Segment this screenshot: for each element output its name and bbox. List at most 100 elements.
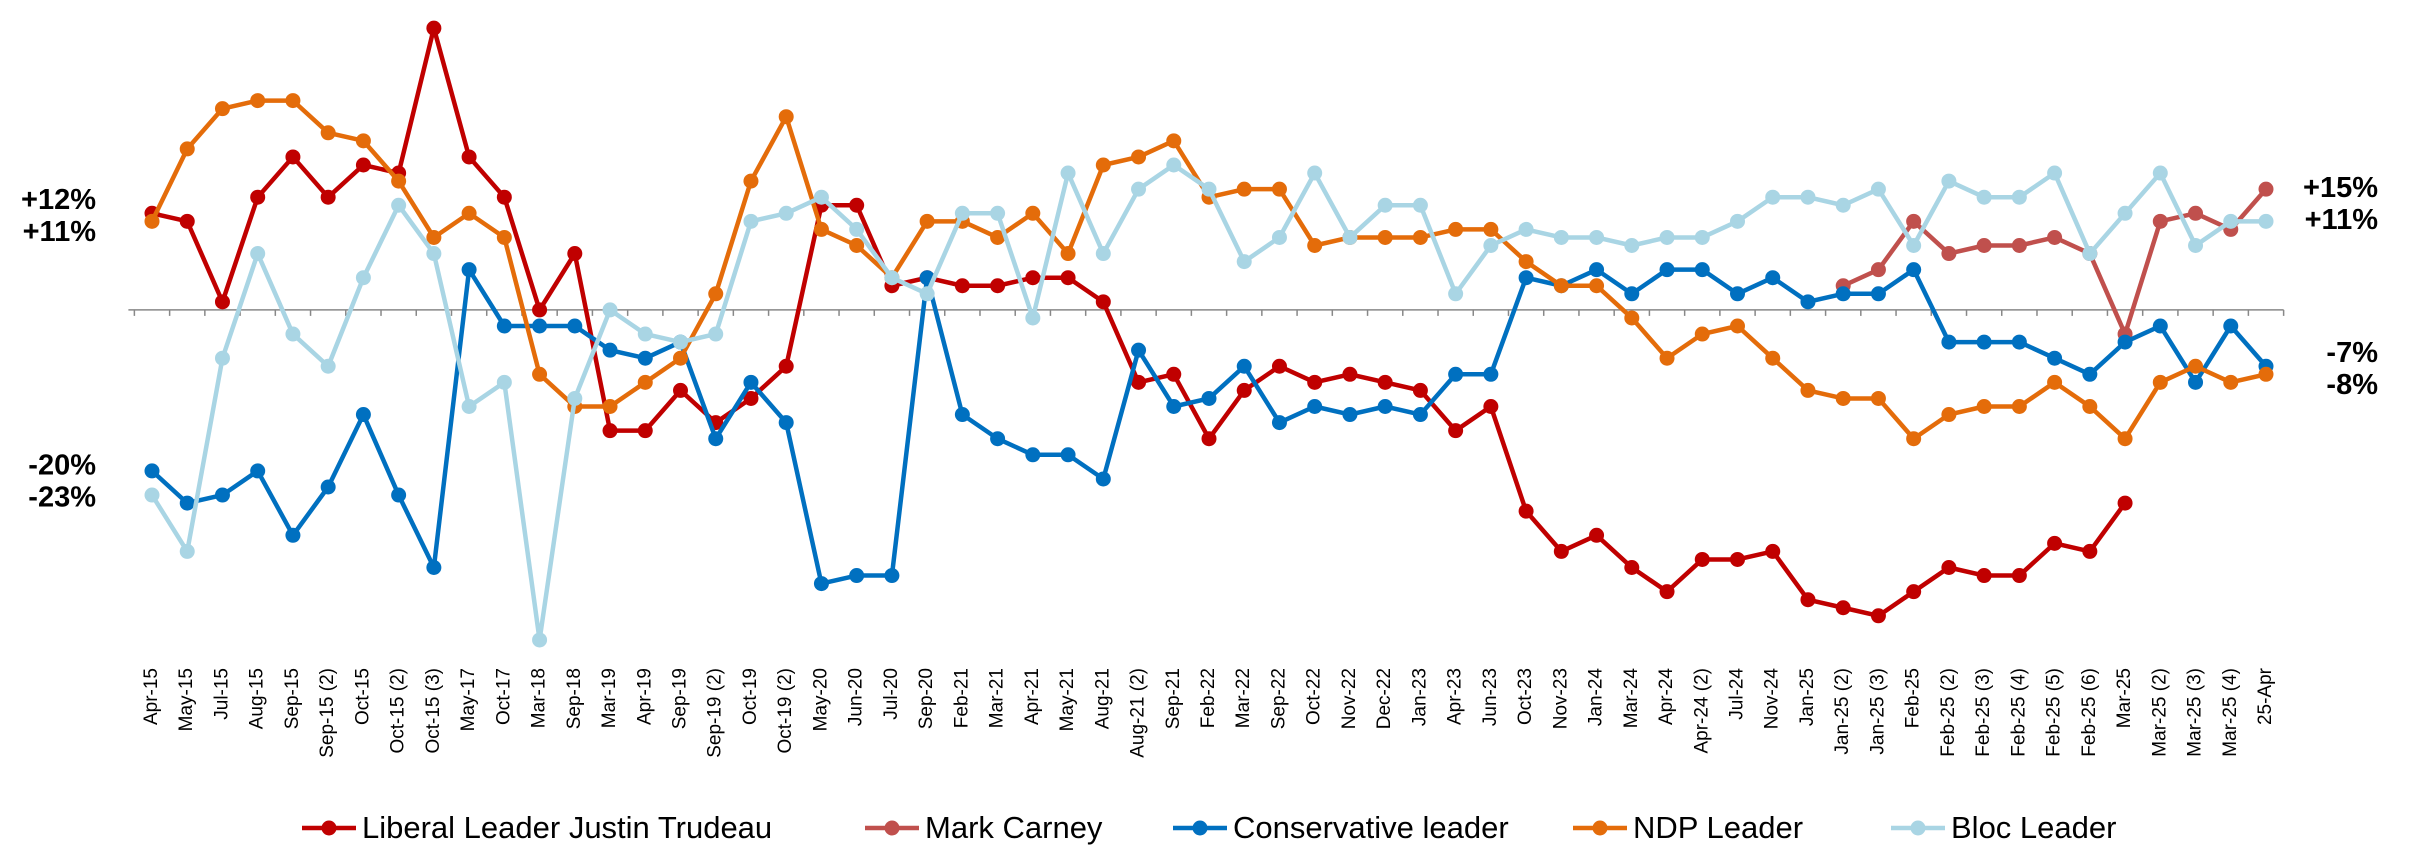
data-point bbox=[1835, 390, 1851, 406]
data-point bbox=[1976, 399, 1992, 414]
data-point bbox=[1448, 286, 1464, 302]
data-point bbox=[250, 93, 266, 109]
x-tick-label: Feb-25 (2) bbox=[1938, 668, 1959, 757]
data-point bbox=[1589, 527, 1605, 543]
x-tick-label: Feb-25 (4) bbox=[2008, 668, 2029, 757]
data-point bbox=[2011, 189, 2027, 205]
x-tick-label: Oct-19 (2) bbox=[775, 668, 796, 754]
x-tick-label: Jun-20 bbox=[846, 668, 867, 726]
data-point bbox=[2047, 350, 2063, 366]
data-point bbox=[1448, 423, 1464, 439]
data-point bbox=[1518, 254, 1534, 270]
data-point bbox=[884, 270, 900, 286]
data-point bbox=[602, 302, 618, 318]
data-point bbox=[1271, 415, 1287, 431]
data-point bbox=[990, 205, 1006, 221]
legend-marker bbox=[1192, 820, 1208, 836]
data-point bbox=[1307, 399, 1323, 414]
legend-label: Bloc Leader bbox=[1951, 810, 2116, 845]
data-point bbox=[673, 382, 688, 398]
data-point bbox=[1765, 543, 1781, 559]
data-point bbox=[214, 350, 230, 366]
data-point bbox=[1765, 270, 1781, 286]
data-point bbox=[849, 197, 865, 213]
data-point bbox=[355, 407, 371, 423]
x-tick-label: Apr-21 bbox=[1022, 668, 1043, 725]
data-point bbox=[1553, 278, 1569, 294]
data-point bbox=[2258, 181, 2274, 197]
data-point bbox=[849, 238, 865, 253]
x-tick-label: Sep-15 (2) bbox=[317, 668, 338, 758]
x-tick-label: Jul-15 bbox=[211, 668, 232, 720]
end-label: +11% bbox=[23, 216, 97, 248]
data-point bbox=[2011, 238, 2027, 253]
data-point bbox=[2223, 374, 2239, 390]
legend-marker bbox=[1592, 820, 1608, 836]
data-point bbox=[1166, 399, 1182, 414]
data-point bbox=[954, 205, 970, 221]
data-point bbox=[1870, 286, 1886, 302]
data-point bbox=[2082, 246, 2098, 262]
data-point bbox=[1131, 181, 1147, 197]
data-point bbox=[1765, 350, 1781, 366]
data-point bbox=[179, 543, 195, 559]
x-tick-label: Apr-23 bbox=[1445, 668, 1466, 725]
data-point bbox=[1659, 584, 1675, 600]
data-point bbox=[1483, 238, 1499, 253]
x-tick-label: Aug-21 (2) bbox=[1128, 668, 1149, 758]
data-point bbox=[1659, 262, 1675, 278]
x-tick-label: Sep-18 bbox=[564, 668, 585, 729]
data-point bbox=[1835, 600, 1851, 616]
data-point bbox=[637, 326, 653, 342]
data-point bbox=[1730, 551, 1745, 567]
data-point bbox=[1518, 503, 1534, 519]
x-tick-label: Mar-25 (3) bbox=[2185, 668, 2206, 757]
data-point bbox=[1271, 181, 1287, 197]
data-point bbox=[637, 374, 653, 390]
x-tick-label: Feb-25 (6) bbox=[2079, 668, 2100, 757]
data-point bbox=[1835, 197, 1851, 213]
x-tick-label: Oct-17 bbox=[493, 668, 514, 725]
data-point bbox=[1518, 270, 1534, 286]
x-tick-label: May-21 bbox=[1057, 668, 1078, 731]
data-point bbox=[567, 390, 583, 406]
data-point bbox=[320, 125, 336, 141]
data-point bbox=[320, 358, 336, 374]
data-point bbox=[1095, 157, 1111, 173]
data-point bbox=[1870, 181, 1886, 197]
data-point bbox=[179, 213, 195, 229]
data-point bbox=[1025, 447, 1041, 463]
data-point bbox=[1095, 294, 1111, 310]
data-point bbox=[1095, 246, 1111, 262]
data-point bbox=[179, 495, 195, 511]
data-point bbox=[532, 302, 548, 318]
data-point bbox=[1236, 254, 1252, 270]
data-point bbox=[1342, 407, 1358, 423]
legend-item: Bloc Leader bbox=[1891, 810, 2116, 845]
data-point bbox=[1342, 366, 1358, 382]
x-tick-label: Feb-22 bbox=[1198, 668, 1219, 728]
data-point bbox=[673, 350, 688, 366]
data-point bbox=[1553, 229, 1569, 245]
legend-marker bbox=[884, 820, 900, 836]
data-point bbox=[1906, 213, 1922, 229]
data-point bbox=[1025, 310, 1041, 326]
data-point bbox=[2082, 399, 2098, 414]
data-point bbox=[2047, 535, 2063, 551]
end-label: -20% bbox=[28, 450, 96, 482]
data-point bbox=[1518, 221, 1534, 237]
data-point bbox=[1589, 229, 1605, 245]
data-point bbox=[1941, 334, 1957, 350]
data-point bbox=[1870, 262, 1886, 278]
x-tick-label: Jan-23 bbox=[1409, 668, 1430, 726]
data-point bbox=[1448, 366, 1464, 382]
legend-marker bbox=[321, 820, 337, 836]
data-point bbox=[532, 366, 548, 382]
data-point bbox=[1025, 270, 1041, 286]
end-label: -23% bbox=[28, 482, 96, 514]
data-point bbox=[1730, 318, 1745, 334]
data-point bbox=[919, 213, 935, 229]
data-point bbox=[1694, 326, 1710, 342]
end-label: -7% bbox=[2326, 337, 2378, 369]
data-point bbox=[1941, 246, 1957, 262]
